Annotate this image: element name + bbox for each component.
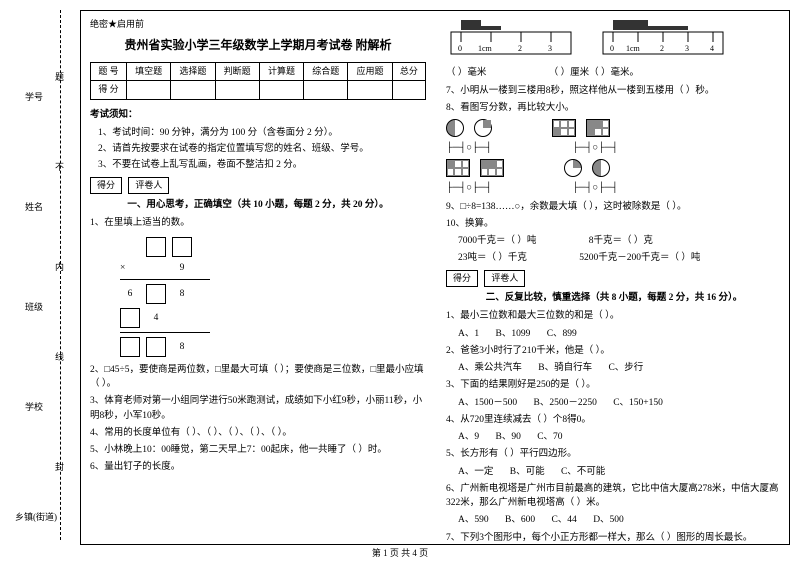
circle-frac-3: [564, 159, 582, 177]
field-id: 学号: [25, 90, 43, 103]
digit-9: 9: [172, 261, 192, 275]
digit-8: 8: [172, 287, 192, 301]
circle-half-icon: [446, 119, 464, 137]
svg-text:3: 3: [548, 44, 552, 53]
q3: 3、体育老师对第一小组同学进行50米跑测试，成绩如下小红9秒，小丽11秒，小明8…: [90, 394, 426, 423]
table-row: 题 号 填空题 选择题 判断题 计算题 综合题 应用题 总分: [91, 62, 426, 81]
q6: 6、量出钉子的长度。: [90, 460, 426, 474]
fraction-compare-2: ├─┤○├─┤ ├─┤○├─┤: [446, 181, 782, 195]
square-frac-1: [552, 119, 576, 137]
q1: 1、在里填上适当的数。: [90, 216, 426, 230]
ruler-1: 0 1cm 2 3: [446, 18, 576, 63]
s2q4: 4、从720里连续减去（ ）个8得0。: [446, 413, 782, 427]
score-table: 题 号 填空题 选择题 判断题 计算题 综合题 应用题 总分 得 分: [90, 62, 426, 100]
notice-1: 1、考试时间：90 分钟，满分为 100 分（含卷面分 2 分）。: [98, 126, 426, 140]
digit-6: 6: [120, 287, 140, 301]
score-box: 得分: [90, 177, 122, 195]
binding-margin: 乡镇(街道) 学校 班级 姓名 学号 封 线 内 不 题: [10, 10, 75, 540]
notice-3: 3、不要在试卷上乱写乱画，卷面不整洁扣 2 分。: [98, 158, 426, 172]
fraction-row-2: [446, 159, 782, 177]
th-1: 填空题: [126, 62, 170, 81]
th-2: 选择题: [171, 62, 215, 81]
s2q6-opts: A、590 B、600 C、44 D、500: [458, 513, 782, 527]
svg-text:1cm: 1cm: [478, 44, 493, 53]
fraction-compare-1: ├─┤○├─┤ ├─┤○├─┤: [446, 141, 782, 155]
square-frac-3: [446, 159, 470, 177]
svg-text:0: 0: [610, 44, 614, 53]
svg-text:1cm: 1cm: [626, 44, 641, 53]
field-class: 班级: [25, 300, 43, 313]
field-name: 姓名: [25, 200, 43, 213]
s2q1: 1、最小三位数和最大三位数的和是（ ）。: [446, 309, 782, 323]
q7: 7、小明从一楼到三楼用8秒，照这样他从一楼到五楼用（ ）秒。: [446, 84, 782, 98]
section2-title: 二、反复比较，慎重选择（共 8 小题，每题 2 分，共 16 分）。: [446, 291, 782, 305]
s2q1-opts: A、1 B、1099 C、899: [458, 327, 782, 341]
mult-sign: ×: [120, 261, 140, 275]
s2q7: 7、下列3个图形中，每个小正方形都一样大，那么（ ）图形的周长最长。: [446, 531, 782, 545]
q10: 10、换算。: [446, 217, 782, 231]
s2q2: 2、爸爸3小时行了210千米，他是（ ）。: [446, 344, 782, 358]
notice-2: 2、请首先按要求在试卷的指定位置填写您的姓名、班级、学号。: [98, 142, 426, 156]
confidential-mark: 绝密★启用前: [90, 18, 426, 32]
th-5: 综合题: [304, 62, 348, 81]
svg-text:3: 3: [685, 44, 689, 53]
s2q6: 6、广州新电视塔是广州市目前最高的建筑，它比中信大厦高278米，中信大厦高322…: [446, 482, 782, 511]
seal-char-2: 线: [55, 350, 64, 363]
svg-text:4: 4: [710, 44, 714, 53]
grader-box: 评卷人: [128, 177, 169, 195]
svg-text:0: 0: [458, 44, 462, 53]
field-township: 乡镇(街道): [15, 510, 57, 523]
q5: 5、小林晚上10：00睡觉，第二天早上7：00起床，他一共睡了（ ）时。: [90, 443, 426, 457]
right-column: 0 1cm 2 3 0 1cm 2 3: [446, 18, 782, 537]
circle-quarter-icon: [474, 119, 492, 137]
square-frac-4: [480, 159, 504, 177]
seal-char-3: 内: [55, 260, 64, 273]
s2q2-opts: A、乘公共汽车 B、骑自行车 C、步行: [458, 361, 782, 375]
svg-text:2: 2: [518, 44, 522, 53]
q9: 9、□÷8=138……○，余数最大填（ ），这时被除数是（ ）。: [446, 200, 782, 214]
ruler-row: 0 1cm 2 3 0 1cm 2 3: [446, 18, 782, 63]
exam-title: 贵州省实验小学三年级数学上学期月考试卷 附解析: [90, 36, 426, 54]
fraction-row-1: [446, 119, 782, 137]
seal-char-4: 不: [55, 160, 64, 173]
q2: 2、□45÷5，要使商是两位数，□里最大可填（ ）；要使商是三位数，□里最小应填…: [90, 363, 426, 392]
q10-row2: 23吨＝（ ）千克 5200千克－200千克＝（ ）吨: [458, 251, 782, 265]
seal-char-5: 题: [55, 70, 64, 83]
seal-char-1: 封: [55, 460, 64, 473]
th-7: 总分: [392, 62, 425, 81]
field-school: 学校: [25, 400, 43, 413]
s2q3-opts: A、1500－500 B、2500－2250 C、150+150: [458, 396, 782, 410]
svg-text:2: 2: [660, 44, 664, 53]
section1-title: 一、用心思考，正确填空（共 10 小题，每题 2 分，共 20 分）。: [90, 198, 426, 212]
th-4: 计算题: [259, 62, 303, 81]
rating-row: 得分 评卷人: [90, 177, 426, 195]
s2q5: 5、长方形有（ ）平行四边形。: [446, 447, 782, 461]
s2q5-opts: A、一定 B、可能 C、不可能: [458, 465, 782, 479]
th-6: 应用题: [348, 62, 392, 81]
q10-row1: 7000千克＝（ ）吨 8千克＝（ ）克: [458, 234, 782, 248]
page-footer: 第 1 页 共 4 页: [0, 546, 800, 559]
rating-row-2: 得分 评卷人: [446, 270, 782, 288]
q8: 8、看图写分数，再比较大小。: [446, 101, 782, 115]
circle-frac-4: [592, 159, 610, 177]
square-frac-2: [586, 119, 610, 137]
th-0: 题 号: [91, 62, 127, 81]
s2q3: 3、下面的结果刚好是250的是（ ）。: [446, 378, 782, 392]
ruler-2: 0 1cm 2 3 4: [598, 18, 728, 63]
notice-title: 考试须知：: [90, 108, 426, 122]
q4: 4、常用的长度单位有（ ）、（ ）、（ ）、（ ）、（ ）。: [90, 426, 426, 440]
s2q4-opts: A、9 B、90 C、70: [458, 430, 782, 444]
left-column: 绝密★启用前 贵州省实验小学三年级数学上学期月考试卷 附解析 题 号 填空题 选…: [90, 18, 426, 537]
table-row: 得 分: [91, 81, 426, 100]
th-3: 判断题: [215, 62, 259, 81]
math-problem: × 9 6 8 4 8: [120, 237, 426, 357]
row-label: 得 分: [91, 81, 127, 100]
page-content: 绝密★启用前 贵州省实验小学三年级数学上学期月考试卷 附解析 题 号 填空题 选…: [90, 18, 782, 537]
q6-answers: （ ）毫米 （ ）厘米（ ）毫米。: [446, 66, 782, 80]
